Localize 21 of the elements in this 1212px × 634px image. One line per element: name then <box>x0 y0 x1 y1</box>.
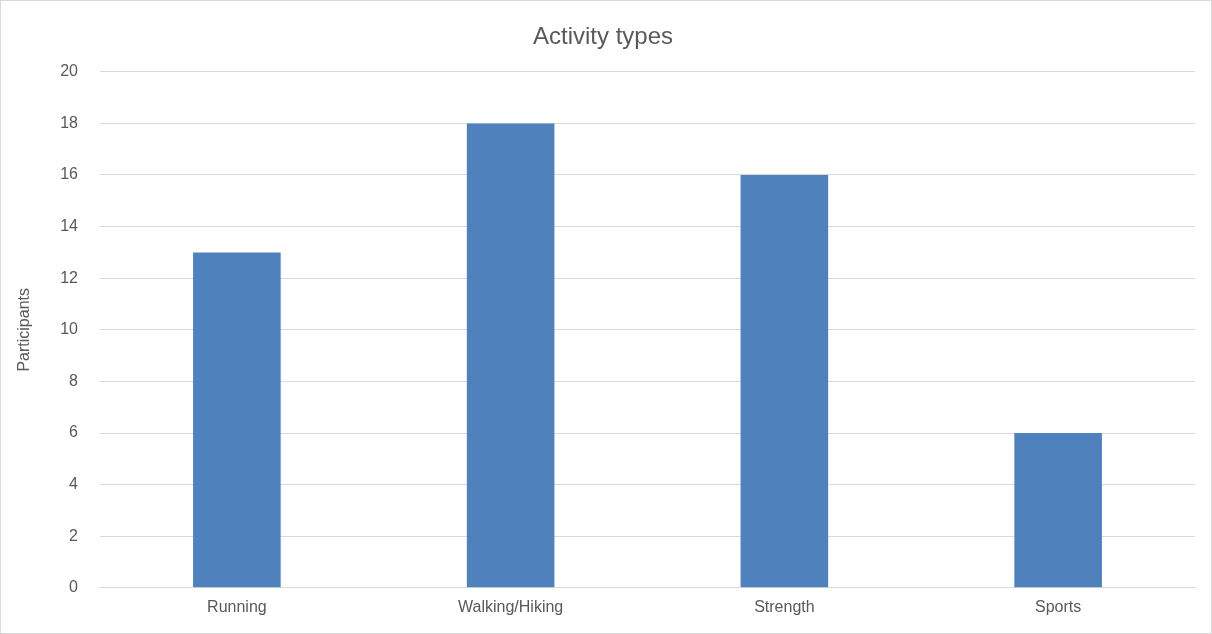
y-axis-title: Participants <box>15 288 33 372</box>
y-tick-label: 6 <box>69 423 79 441</box>
bar <box>1014 433 1102 588</box>
y-tick-label: 16 <box>60 165 79 183</box>
bar <box>466 123 555 588</box>
y-tick-label: 0 <box>69 578 79 596</box>
y-tick-label: 18 <box>60 113 79 131</box>
x-tick-label: Sports <box>1035 597 1082 615</box>
bar <box>740 175 829 588</box>
y-tick-label: 14 <box>60 217 79 235</box>
y-tick-label: 2 <box>69 526 79 544</box>
bar <box>193 252 281 588</box>
y-tick-label: 10 <box>60 320 79 338</box>
x-tick-label: Walking/Hiking <box>458 597 564 615</box>
y-tick-label: 8 <box>69 371 79 389</box>
y-tick-label: 12 <box>60 268 79 286</box>
x-tick-label: Running <box>207 597 267 615</box>
y-tick-label: 20 <box>60 62 79 80</box>
x-tick-label: Strength <box>754 597 815 615</box>
y-tick-label: 4 <box>69 475 79 493</box>
chart-title: Activity types <box>532 22 674 50</box>
